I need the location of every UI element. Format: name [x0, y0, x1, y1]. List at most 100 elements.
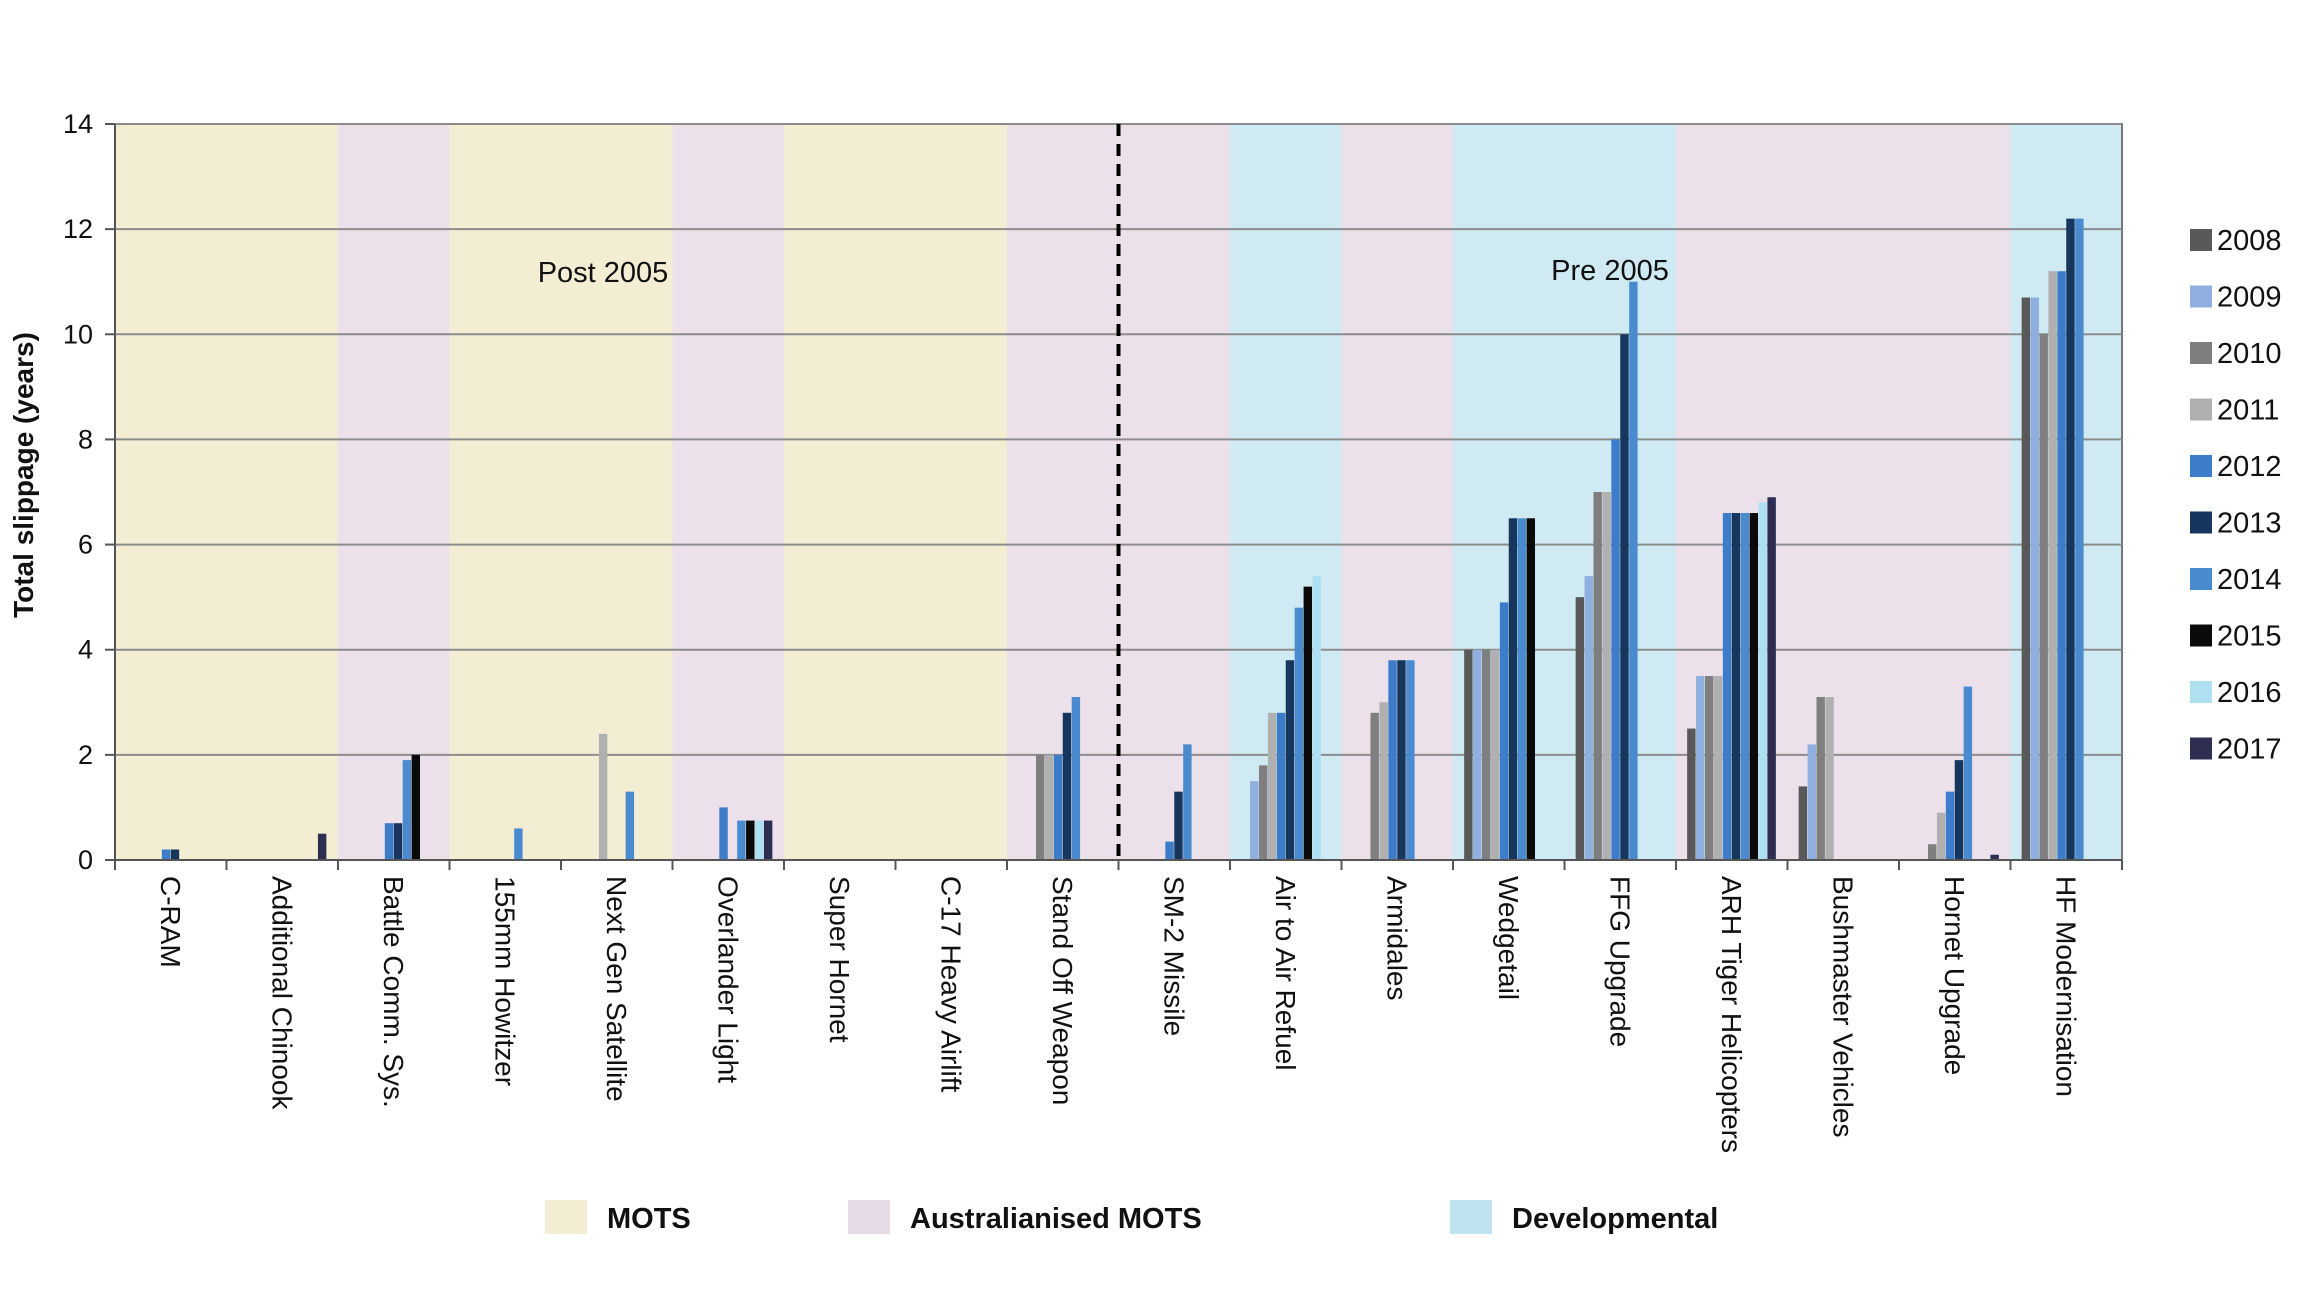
bar-15-2009: [1696, 676, 1705, 860]
band-legend-swatch-3: [1450, 1200, 1492, 1234]
bar-10-2014: [1183, 744, 1192, 860]
band-2: [226, 124, 339, 860]
y-tick-label-14: 14: [63, 109, 93, 139]
legend-swatch-2012: [2190, 455, 2212, 477]
legend-swatch-2009: [2190, 285, 2212, 308]
legend-label-2011: 2011: [2217, 395, 2279, 427]
y-tick-label-4: 4: [78, 635, 93, 665]
bar-16-2008: [1798, 786, 1808, 860]
bar-1-2012: [161, 849, 171, 860]
x-tick-label-4: 155mm Howitzer: [489, 876, 520, 1086]
bar-11-2016: [1312, 576, 1321, 860]
y-tick-label-2: 2: [78, 740, 93, 770]
band-legend-label-3: Developmental: [1512, 1203, 1718, 1235]
band-7: [784, 124, 896, 860]
legend-label-2015: 2015: [2217, 621, 2282, 653]
x-tick-label-1: C-RAM: [155, 876, 186, 968]
legend-label-2009: 2009: [2217, 282, 2282, 314]
bar-3-2015: [411, 754, 421, 860]
bar-14-2009: [1584, 576, 1593, 860]
bar-14-2012: [1611, 439, 1620, 860]
bar-15-2012: [1722, 513, 1732, 860]
bar-17-2010: [1927, 844, 1937, 860]
y-tick-label-12: 12: [63, 214, 93, 244]
bar-15-2010: [1704, 676, 1714, 860]
bar-14-2013: [1620, 334, 1629, 860]
bar-1-2013: [170, 849, 180, 860]
bar-5-2014: [625, 791, 635, 860]
x-tick-label-17: Hornet Upgrade: [1939, 876, 1970, 1075]
bar-16-2009: [1807, 744, 1816, 860]
x-tick-label-9: Stand Off Weapon: [1047, 876, 1078, 1105]
bar-9-2010: [1035, 754, 1045, 860]
bar-11-2014: [1294, 607, 1304, 860]
bar-15-2015: [1749, 513, 1759, 860]
band-8: [895, 124, 1008, 860]
bar-11-2009: [1250, 781, 1259, 860]
bar-13-2014: [1517, 518, 1527, 860]
band-legend-label-2: Australianised MOTS: [910, 1203, 1202, 1235]
bar-13-2009: [1473, 649, 1482, 860]
bar-6-2017: [763, 820, 773, 860]
bar-11-2013: [1285, 660, 1295, 860]
bar-10-2012: [1165, 841, 1174, 860]
bar-9-2012: [1053, 754, 1063, 860]
band-legend-label-1: MOTS: [607, 1203, 691, 1235]
band-17: [1899, 124, 2011, 860]
bar-18-2012: [2057, 271, 2066, 860]
axes: [114, 124, 2123, 870]
bar-4-2014: [514, 828, 523, 860]
bar-17-2012: [1945, 791, 1955, 860]
bar-14-2014: [1629, 281, 1638, 860]
bar-17-2014: [1963, 686, 1973, 860]
legend-swatch-2013: [2190, 511, 2212, 534]
bar-16-2010: [1816, 697, 1825, 860]
y-tick-label-10: 10: [63, 319, 93, 349]
legend-label-2014: 2014: [2217, 564, 2282, 596]
bar-14-2010: [1593, 492, 1602, 860]
bar-6-2015: [746, 820, 755, 860]
bar-15-2014: [1740, 513, 1750, 860]
bar-17-2011: [1936, 812, 1946, 860]
bar-18-2008: [2021, 297, 2031, 860]
bar-9-2014: [1071, 697, 1081, 860]
bar-15-2008: [1687, 728, 1696, 860]
x-tick-label-3: Battle Comm. Sys.: [378, 876, 409, 1108]
bar-18-2009: [2030, 297, 2039, 860]
y-tick-label-0: 0: [78, 845, 93, 875]
legend-label-2008: 2008: [2217, 225, 2282, 257]
bar-9-2013: [1062, 712, 1072, 860]
bar-15-2016: [1758, 502, 1767, 860]
bar-12-2014: [1406, 660, 1415, 860]
bar-17-2017: [1990, 854, 1999, 860]
x-tick-label-2: Additional Chinook: [266, 876, 297, 1110]
series-legend: 2008 2009 2010 2011 2012 2013 2014 2015 2016 2017: [2190, 225, 2282, 766]
x-tick-label-6: Overlander Light: [712, 876, 743, 1083]
band-3: [338, 124, 450, 860]
legend-swatch-2011: [2190, 398, 2212, 421]
legend-swatch-2014: [2190, 568, 2212, 590]
band-legend-swatch-1: [545, 1200, 587, 1234]
bar-13-2011: [1490, 649, 1500, 860]
bar-14-2011: [1602, 492, 1611, 860]
x-tick-label-15: ARH Tiger Helicopters: [1716, 876, 1747, 1153]
x-tick-labels: C-RAM Additional Chinook Battle Comm. Sys.…: [155, 876, 2082, 1153]
bar-series: [161, 218, 2084, 861]
x-tick-label-14: FFG Upgrade: [1604, 876, 1635, 1047]
band-10: [1118, 124, 1231, 860]
band-legend-swatch-2: [848, 1200, 890, 1234]
bar-6-2014: [737, 820, 746, 860]
bar-14-2008: [1575, 597, 1585, 860]
bar-12-2011: [1379, 702, 1388, 860]
bar-5-2011: [598, 733, 608, 860]
legend-label-2012: 2012: [2217, 451, 2282, 483]
bar-15-2017: [1767, 497, 1776, 860]
era-label-pre-2005: Pre 2005: [1551, 255, 1669, 287]
legend-label-2013: 2013: [2217, 508, 2282, 540]
bar-17-2013: [1954, 760, 1964, 860]
bar-18-2010: [2039, 334, 2048, 860]
x-tick-label-8: C-17 Heavy Airlift: [935, 876, 966, 1093]
band-16: [1787, 124, 1900, 860]
band-6: [672, 124, 785, 860]
